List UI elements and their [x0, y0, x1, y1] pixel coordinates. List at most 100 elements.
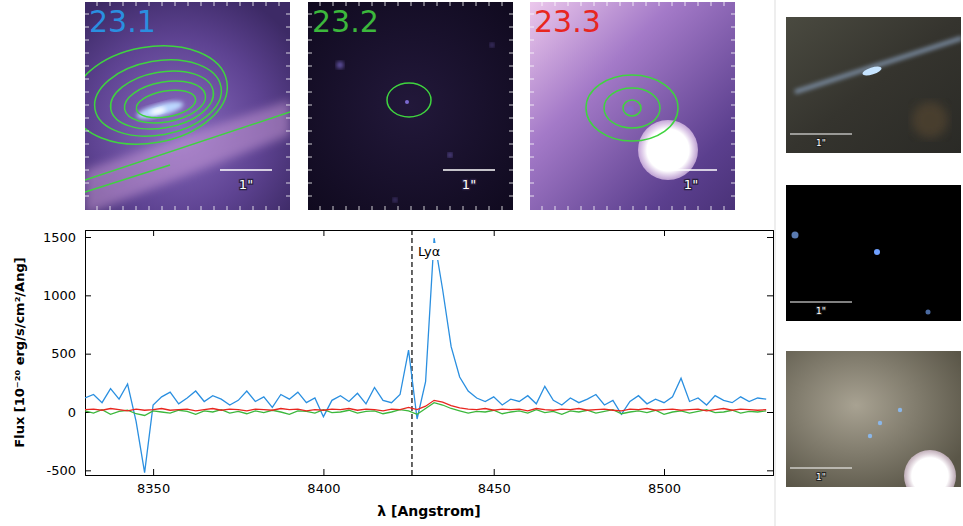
- image-background: [786, 17, 961, 153]
- image-tick: [509, 79, 513, 80]
- scale-label: 1": [239, 177, 253, 192]
- image-tick: [731, 27, 735, 28]
- contour: [121, 75, 209, 129]
- image-tick: [731, 144, 735, 145]
- image-tick: [731, 105, 735, 106]
- image-tick: [646, 206, 647, 210]
- image-tick: [731, 79, 735, 80]
- image-tick: [346, 206, 347, 210]
- image-tick: [424, 2, 425, 6]
- image-tick: [85, 118, 89, 119]
- image-tick: [188, 2, 189, 6]
- source: [878, 421, 882, 425]
- tick-label: 8400: [307, 481, 340, 496]
- axis-line: [86, 231, 774, 237]
- image-tick: [731, 14, 735, 15]
- image-tick: [286, 40, 290, 41]
- plot-background: [85, 230, 773, 475]
- image-tick: [659, 206, 660, 210]
- image-tick: [530, 53, 534, 54]
- image-tick: [136, 206, 137, 210]
- image-tick: [308, 92, 312, 93]
- scale-bar: [665, 169, 717, 171]
- tick-mark: [494, 469, 495, 475]
- tick: 8400: [307, 469, 340, 496]
- image-tick: [286, 14, 290, 15]
- image-tick: [85, 92, 89, 93]
- image-tick: [731, 157, 735, 158]
- image-tick: [555, 206, 556, 210]
- image-tick: [279, 206, 280, 210]
- axis: [86, 230, 774, 236]
- image-tick: [724, 206, 725, 210]
- image-tick: [85, 131, 89, 132]
- image-background: [530, 2, 735, 210]
- image-tick: [509, 183, 513, 184]
- image-tick: [85, 40, 89, 41]
- tick-mark: [85, 295, 91, 296]
- image-tick: [509, 27, 513, 28]
- image-tick: [568, 206, 569, 210]
- contour: [85, 112, 290, 192]
- image-tick: [509, 92, 513, 93]
- source: [898, 408, 902, 412]
- image-tick: [359, 206, 360, 210]
- image-tick: [530, 183, 534, 184]
- image-tick: [672, 2, 673, 6]
- source: [490, 43, 494, 47]
- tick-label: 8350: [137, 481, 170, 496]
- star: [904, 450, 956, 487]
- tick: 8350: [137, 469, 170, 496]
- arc-streak: [795, 38, 961, 92]
- image-tick: [175, 2, 176, 6]
- tick-label: 8450: [478, 481, 511, 496]
- scale-label: 1": [684, 177, 698, 192]
- image-tick: [509, 105, 513, 106]
- image-tick: [685, 2, 686, 6]
- source: [448, 153, 453, 158]
- tick: 1000: [43, 288, 91, 303]
- image-tick: [372, 206, 373, 210]
- image-tick: [698, 2, 699, 6]
- scale-label: 1": [816, 472, 826, 482]
- image-tick: [266, 206, 267, 210]
- panel-label: 23.3: [534, 4, 601, 39]
- image-tick: [476, 206, 477, 210]
- separator: [775, 0, 776, 526]
- source: [405, 100, 409, 104]
- side-image: 1": [786, 351, 961, 502]
- image-tick: [320, 206, 321, 210]
- scale-label: 1": [816, 306, 826, 316]
- tick-mark: [153, 230, 154, 236]
- image-tick: [450, 2, 451, 6]
- contour: [586, 75, 678, 141]
- annotation: Lyα: [416, 243, 442, 260]
- tick-mark: [767, 237, 773, 238]
- tick: [767, 295, 773, 296]
- image-tick: [509, 53, 513, 54]
- source: [792, 232, 799, 239]
- image-tick: [333, 206, 334, 210]
- image-tick: [646, 2, 647, 6]
- image-tick: [698, 206, 699, 210]
- image-tick: [97, 206, 98, 210]
- figure: 1"23.11"23.21"23.31"1"1"8350840084508500…: [0, 0, 963, 526]
- image-tick: [509, 170, 513, 171]
- axis: -500050010001500: [43, 230, 91, 478]
- image-tick: [308, 196, 312, 197]
- x-axis-title: λ [Angstrom]: [377, 503, 481, 519]
- annotation-line: [411, 230, 412, 475]
- galaxy-core: [149, 106, 166, 116]
- image-tick: [308, 66, 312, 67]
- image-background: [786, 185, 961, 321]
- image-tick: [85, 144, 89, 145]
- image-tick: [85, 53, 89, 54]
- image-tick: [308, 131, 312, 132]
- image-tick: [450, 206, 451, 210]
- tick: 500: [51, 346, 91, 361]
- image-tick: [731, 131, 735, 132]
- tick: [767, 470, 773, 471]
- image-tick: [123, 206, 124, 210]
- contour: [604, 88, 660, 128]
- tick: -500: [46, 463, 91, 478]
